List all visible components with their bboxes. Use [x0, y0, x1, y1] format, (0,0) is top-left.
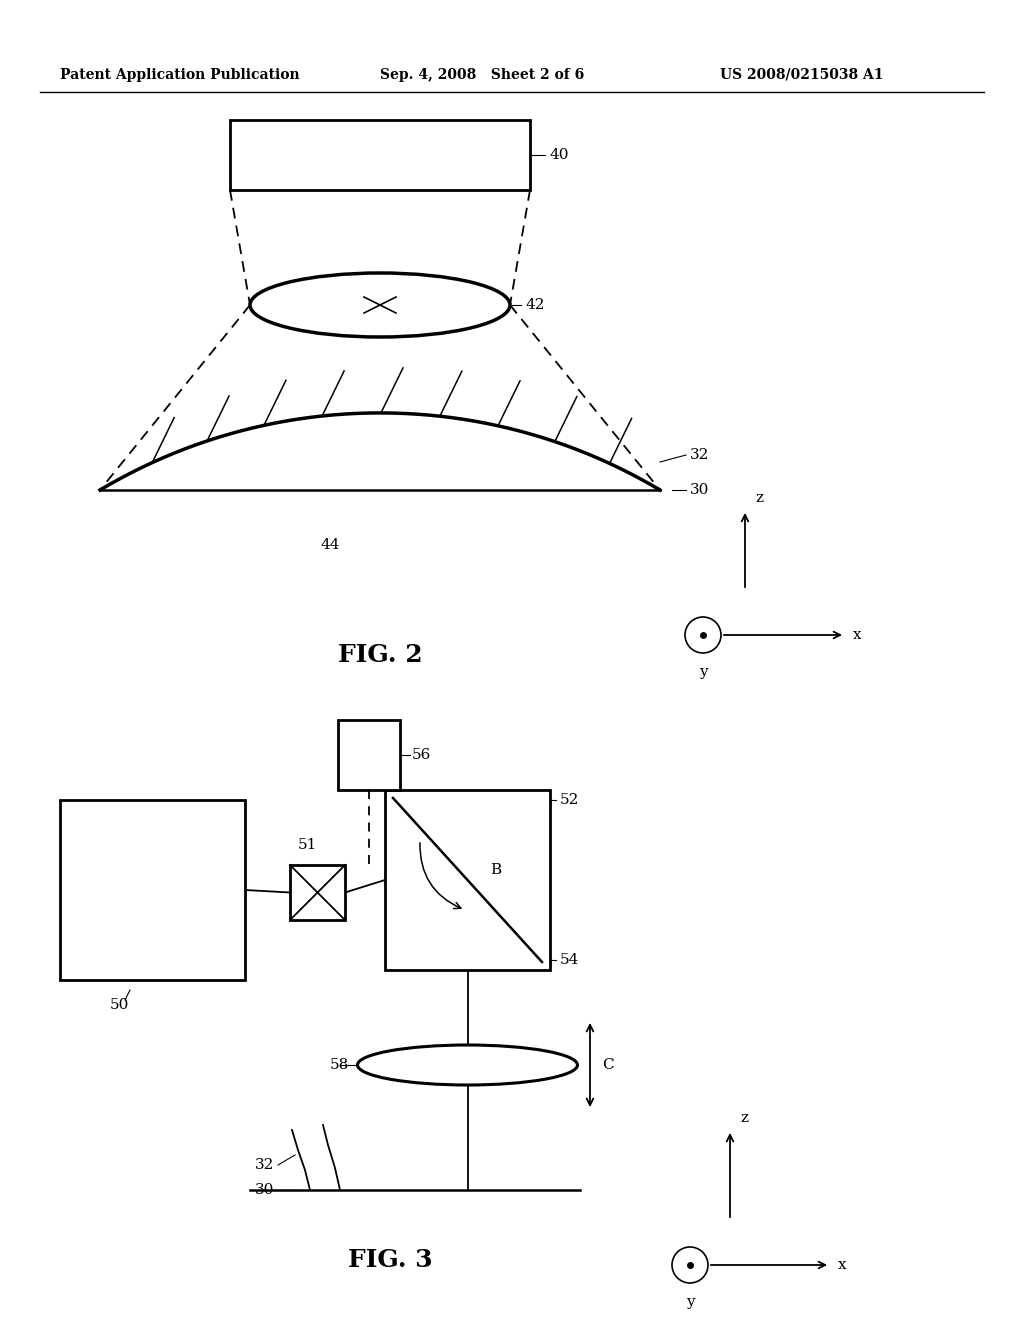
Text: FIG. 2: FIG. 2 [338, 643, 422, 667]
Bar [338, 719, 400, 789]
Text: 52: 52 [560, 793, 580, 807]
Text: Sep. 4, 2008   Sheet 2 of 6: Sep. 4, 2008 Sheet 2 of 6 [380, 69, 585, 82]
Bar [385, 789, 550, 970]
Bar [290, 865, 345, 920]
Text: 30: 30 [255, 1183, 274, 1197]
FancyArrowPatch shape [420, 842, 461, 908]
Bar [230, 120, 530, 190]
Ellipse shape [357, 1045, 578, 1085]
Text: 32: 32 [690, 447, 710, 462]
Text: x: x [853, 628, 861, 642]
Text: FIG. 3: FIG. 3 [348, 1247, 432, 1272]
Text: 40: 40 [550, 148, 569, 162]
Text: y: y [698, 665, 708, 678]
Text: C: C [602, 1059, 613, 1072]
Text: 56: 56 [412, 748, 431, 762]
Ellipse shape [250, 273, 510, 337]
Text: 32: 32 [255, 1158, 274, 1172]
Text: Patent Application Publication: Patent Application Publication [60, 69, 300, 82]
Text: 44: 44 [321, 539, 340, 552]
Text: y: y [686, 1295, 694, 1309]
Text: 58: 58 [330, 1059, 349, 1072]
Text: 50: 50 [110, 998, 129, 1012]
Text: US 2008/0215038 A1: US 2008/0215038 A1 [720, 69, 884, 82]
Text: x: x [838, 1258, 847, 1272]
Text: 30: 30 [690, 483, 710, 498]
Bar [60, 800, 245, 979]
Text: z: z [755, 491, 763, 506]
Text: 42: 42 [525, 298, 545, 312]
Text: B: B [490, 863, 501, 876]
Text: 54: 54 [560, 953, 580, 968]
Text: z: z [740, 1111, 748, 1125]
Text: 51: 51 [298, 838, 317, 851]
